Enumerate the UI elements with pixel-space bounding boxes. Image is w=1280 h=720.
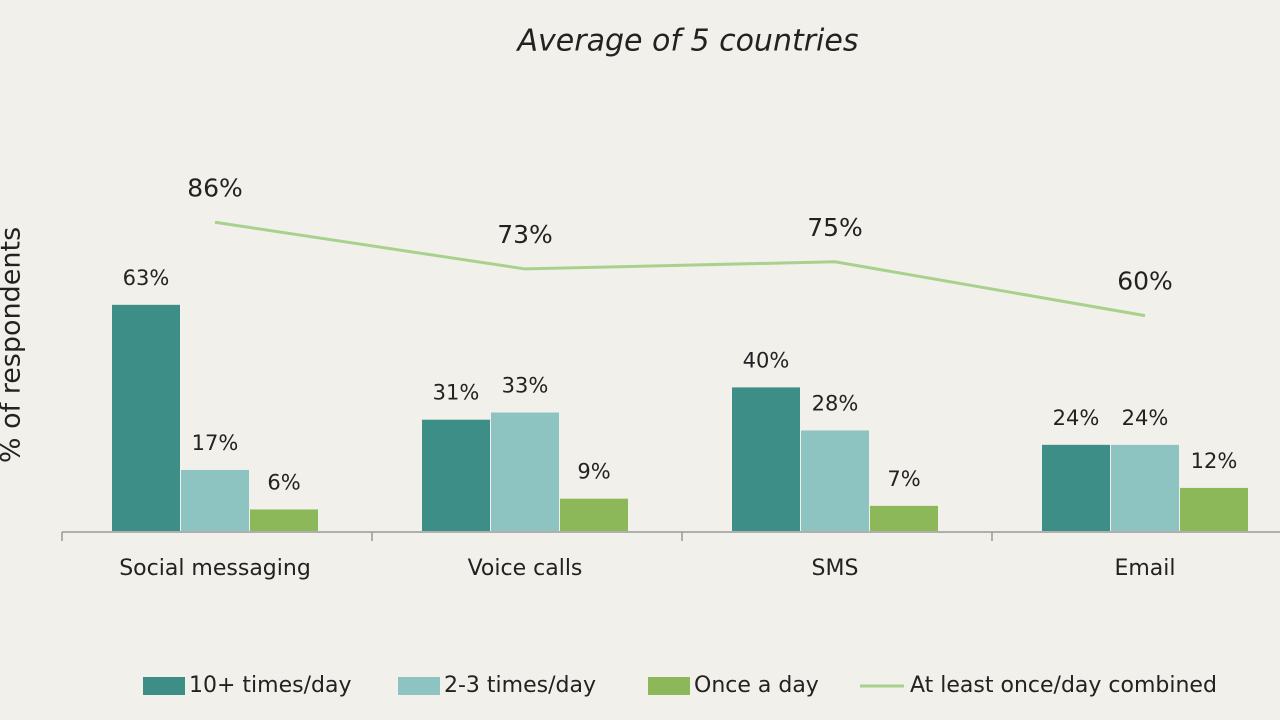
- legend-swatch: [143, 677, 185, 695]
- bar: [250, 509, 318, 531]
- bar: [112, 304, 180, 531]
- bar: [422, 419, 490, 531]
- bar: [1042, 444, 1110, 531]
- value-label: 9%: [577, 460, 610, 484]
- value-label: 6%: [267, 470, 300, 494]
- x-tick-label: Social messaging: [119, 556, 311, 581]
- bar: [801, 430, 869, 531]
- x-tick-label: Email: [1114, 556, 1175, 581]
- bar: [560, 498, 628, 531]
- bar: [1111, 444, 1179, 531]
- bar: [870, 505, 938, 531]
- value-label: 24%: [1053, 406, 1100, 430]
- bar: [491, 412, 559, 531]
- value-label: 24%: [1122, 406, 1169, 430]
- line-value-label: 73%: [497, 220, 553, 249]
- value-label: 31%: [433, 381, 480, 405]
- legend-swatch: [648, 677, 690, 695]
- value-label: 28%: [812, 391, 859, 415]
- legend-label: At least once/day combined: [910, 673, 1217, 698]
- line-value-label: 86%: [187, 173, 243, 202]
- x-tick-label: Voice calls: [468, 556, 583, 581]
- bar: [1180, 487, 1248, 531]
- line: [214, 220, 1146, 318]
- y-axis-label: % of respondents: [0, 227, 27, 463]
- bar: [732, 387, 800, 531]
- line-value-label: 60%: [1117, 267, 1173, 296]
- chart-title: Average of 5 countries: [516, 24, 859, 59]
- value-label: 63%: [123, 266, 170, 290]
- legend-label: 2-3 times/day: [444, 673, 596, 698]
- x-tick-label: SMS: [812, 556, 859, 581]
- value-label: 12%: [1191, 449, 1238, 473]
- value-label: 17%: [192, 431, 239, 455]
- value-label: 33%: [502, 374, 549, 398]
- legend-swatch: [398, 677, 440, 695]
- value-label: 7%: [887, 467, 920, 491]
- value-label: 40%: [743, 348, 790, 372]
- legend-label: Once a day: [694, 673, 819, 698]
- legend-label: 10+ times/day: [189, 673, 351, 698]
- bar: [181, 469, 249, 531]
- line-value-label: 75%: [807, 213, 863, 242]
